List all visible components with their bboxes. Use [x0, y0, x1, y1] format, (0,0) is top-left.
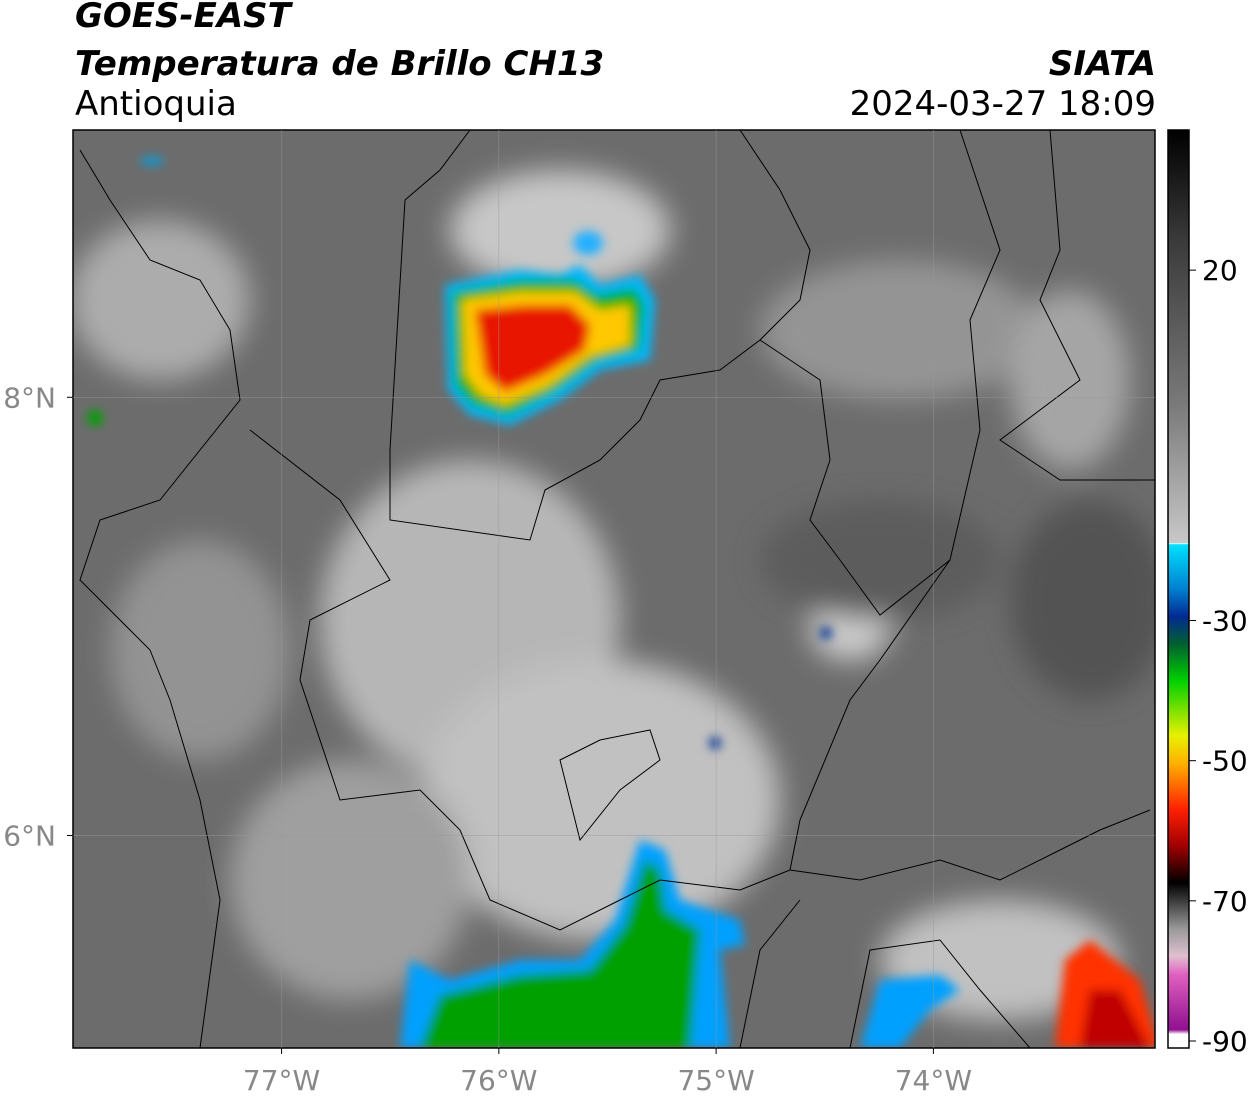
map-frame [72, 129, 1156, 1049]
colorbar-tick-label: -70 [1202, 885, 1248, 918]
colorbar-tick-label: -50 [1202, 745, 1248, 778]
agency: SIATA [1048, 44, 1156, 84]
x-tick-label: 77°W [243, 1064, 320, 1097]
region: Antioquia [75, 84, 237, 124]
colorbar [1167, 129, 1190, 1049]
y-tick-label: 6°N [3, 819, 56, 852]
colorbar-tick-label: 20 [1202, 254, 1238, 287]
timestamp: 2024-03-27 18:09 [849, 84, 1156, 124]
colorbar-tick-label: -90 [1202, 1025, 1248, 1058]
product-title: Temperatura de Brillo CH13 [75, 44, 605, 84]
satellite-image [73, 130, 1155, 1048]
satellite-title: GOES-EAST [75, 0, 291, 36]
x-tick-label: 76°W [460, 1064, 537, 1097]
x-tick-label: 74°W [895, 1064, 972, 1097]
x-tick-label: 75°W [677, 1064, 754, 1097]
y-tick-label: 8°N [3, 381, 56, 414]
colorbar-tick-label: -30 [1202, 605, 1248, 638]
